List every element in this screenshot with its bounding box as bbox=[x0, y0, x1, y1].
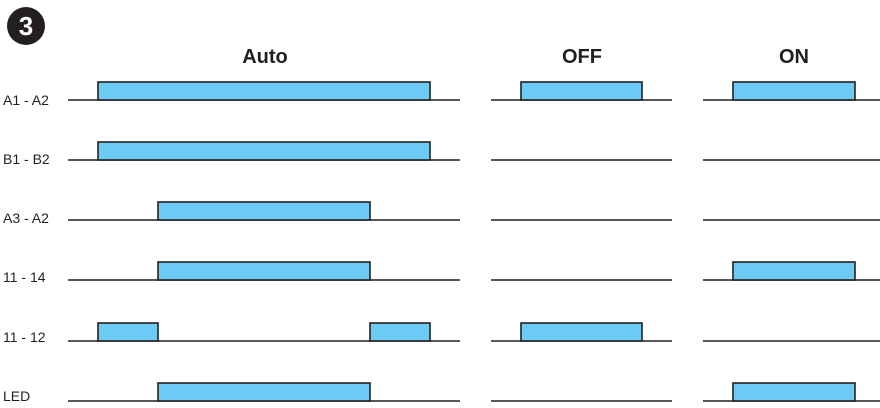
pulse-a1-a2-off-0 bbox=[520, 81, 643, 101]
column-title-on: ON bbox=[779, 46, 809, 68]
pulse-b1-b2-auto-0 bbox=[97, 141, 431, 161]
column-title-auto: Auto bbox=[242, 46, 288, 68]
pulse-11-12-auto-0 bbox=[97, 322, 159, 342]
step-number: 3 bbox=[19, 11, 33, 41]
pulse-a1-a2-auto-0 bbox=[97, 81, 431, 101]
row-label-11-14: 11 - 14 bbox=[3, 269, 46, 285]
pulse-a3-a2-auto-0 bbox=[157, 201, 371, 221]
row-label-11-12: 11 - 12 bbox=[3, 329, 46, 345]
pulse-a1-a2-on-0 bbox=[732, 81, 856, 101]
column-title-off: OFF bbox=[562, 46, 602, 68]
row-label-a3-a2: A3 - A2 bbox=[3, 210, 49, 226]
step-badge-circle bbox=[7, 7, 45, 45]
row-label-a1-a2: A1 - A2 bbox=[3, 92, 49, 108]
pulse-11-12-off-0 bbox=[520, 322, 643, 342]
row-label-led: LED bbox=[3, 388, 30, 404]
pulse-led-auto-0 bbox=[157, 382, 371, 402]
pulse-11-14-auto-0 bbox=[157, 261, 371, 281]
signal-traces bbox=[68, 81, 880, 402]
row-label-b1-b2: B1 - B2 bbox=[3, 151, 50, 167]
pulse-11-14-on-0 bbox=[732, 261, 856, 281]
step-badge: 3 bbox=[7, 7, 45, 45]
pulse-led-on-0 bbox=[732, 382, 856, 402]
pulse-11-12-auto-1 bbox=[369, 322, 431, 342]
